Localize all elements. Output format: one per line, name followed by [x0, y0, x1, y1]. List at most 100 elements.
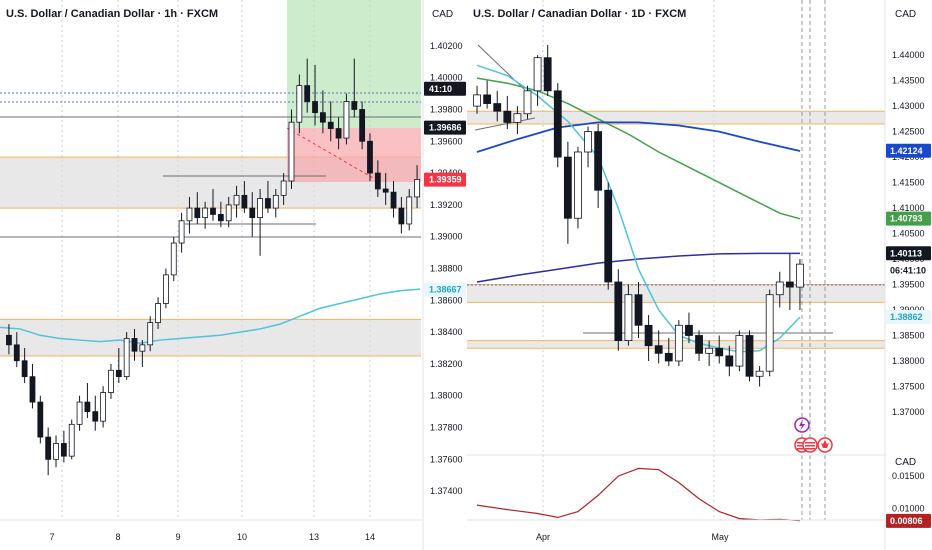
- candle-body: [6, 334, 12, 346]
- candle-body: [139, 344, 146, 352]
- candle: [785, 253, 794, 311]
- candle-body: [92, 411, 99, 422]
- candle: [186, 196, 193, 234]
- candle: [272, 188, 279, 218]
- y-tick-label: 1.39500: [892, 280, 925, 290]
- sma-green-line: [476, 77, 801, 220]
- candle-body: [76, 401, 83, 425]
- candle-body: [217, 214, 224, 222]
- badge-label: 1.39359: [429, 175, 462, 185]
- candle: [13, 332, 20, 368]
- candle: [202, 201, 209, 229]
- candle-body: [304, 85, 311, 102]
- indicator-y-ticks: 0.01500 0.01000 0.00806: [886, 471, 931, 528]
- candle: [53, 435, 59, 468]
- candle: [123, 332, 130, 380]
- badge-label: 1.39686: [429, 123, 462, 133]
- candle: [604, 182, 613, 290]
- badge-label: 1.40113: [890, 248, 922, 258]
- candle: [563, 141, 572, 244]
- badge-bg: [424, 120, 466, 135]
- candle: [374, 160, 381, 197]
- candle-body: [233, 194, 240, 206]
- price-badge: 1.38667: [424, 282, 466, 297]
- candle-body: [382, 188, 389, 193]
- right-chart-title: U.S. Dollar / Canadian Dollar · 1D · FXC…: [473, 8, 686, 20]
- y-tick-label: 1.37500: [892, 381, 925, 391]
- badge-bg: [886, 143, 931, 158]
- candle: [473, 85, 481, 114]
- candle: [705, 340, 714, 367]
- candle-body: [725, 355, 734, 367]
- candle: [92, 395, 99, 431]
- candle-body: [374, 172, 381, 190]
- badge-label: 1.42124: [890, 146, 923, 156]
- candle: [288, 109, 295, 189]
- candle: [513, 106, 522, 135]
- candle-body: [594, 131, 603, 191]
- right-currency-label: CAD: [895, 9, 916, 20]
- candle-body: [45, 436, 52, 460]
- support-resistance-zone[interactable]: [467, 111, 885, 124]
- candle-body: [37, 401, 44, 438]
- candle-body: [574, 151, 582, 219]
- y-tick-label: 1.37400: [430, 486, 463, 496]
- support-resistance-zone[interactable]: [0, 319, 421, 356]
- candle: [29, 363, 36, 409]
- candle: [265, 181, 271, 213]
- candle-body: [319, 112, 326, 123]
- y-tick-label: 1.38500: [892, 331, 925, 341]
- candle: [685, 312, 693, 344]
- candle-body: [644, 324, 653, 347]
- candle-body: [108, 369, 114, 393]
- candle-body: [563, 156, 572, 219]
- y-tick-label: 1.42500: [892, 127, 925, 137]
- badge-bg: [424, 282, 466, 297]
- price-badge: 1.39686: [424, 120, 466, 135]
- left-chart-title: U.S. Dollar / Canadian Dollar · 1h · FXC…: [6, 8, 218, 20]
- candle: [735, 330, 744, 372]
- x-tick-label: 8: [115, 532, 120, 542]
- x-tick-label: Apr: [536, 532, 550, 542]
- x-tick-label: 7: [49, 532, 54, 542]
- us-flag-icon[interactable]: [802, 437, 818, 453]
- candle-body: [68, 423, 75, 457]
- candle: [280, 173, 287, 205]
- y-tick-label: 1.39800: [430, 104, 463, 114]
- candle: [674, 320, 683, 367]
- canada-flag-icon[interactable]: [817, 437, 833, 453]
- trend-line[interactable]: [474, 117, 536, 131]
- candle: [233, 185, 240, 218]
- candle: [304, 58, 311, 113]
- left-y-ticks: 1.402001.400001.398001.396001.394001.392…: [430, 41, 463, 496]
- right-price-badges: 1.42124 1.40793 1.40113 06:41:10 1.38862: [886, 143, 931, 325]
- candle: [745, 330, 754, 382]
- candle-body: [503, 110, 512, 123]
- left-price-badges: 41:10 1.39686 1.39359 1.38667: [424, 81, 466, 297]
- badge-label: 06:41:10: [890, 265, 926, 275]
- candle: [493, 90, 502, 122]
- candle-body: [100, 392, 107, 422]
- price-badge: 41:10: [424, 81, 466, 96]
- indicator-currency-label: CAD: [895, 457, 916, 468]
- left-chart-panel: U.S. Dollar / Canadian Dollar · 1h · FXC…: [0, 0, 423, 520]
- candle: [390, 181, 397, 218]
- candle: [210, 188, 216, 221]
- candle-body: [296, 85, 303, 123]
- badge-bg: [424, 81, 466, 96]
- badge-bg: [886, 513, 931, 528]
- candle: [398, 196, 405, 234]
- candle-body: [131, 338, 138, 352]
- stop-loss-zone: [287, 128, 421, 182]
- candle: [523, 85, 532, 119]
- candle-body: [523, 90, 532, 115]
- candle-body: [584, 131, 592, 153]
- y-tick-label: 1.38000: [430, 391, 463, 401]
- indicator-y-tick: 0.01000: [892, 503, 925, 513]
- support-resistance-zone[interactable]: [467, 284, 885, 303]
- candle: [21, 348, 28, 384]
- y-tick-label: 1.37800: [430, 423, 463, 433]
- candle: [584, 126, 592, 168]
- lightning-icon[interactable]: [794, 417, 810, 433]
- candle: [553, 83, 562, 168]
